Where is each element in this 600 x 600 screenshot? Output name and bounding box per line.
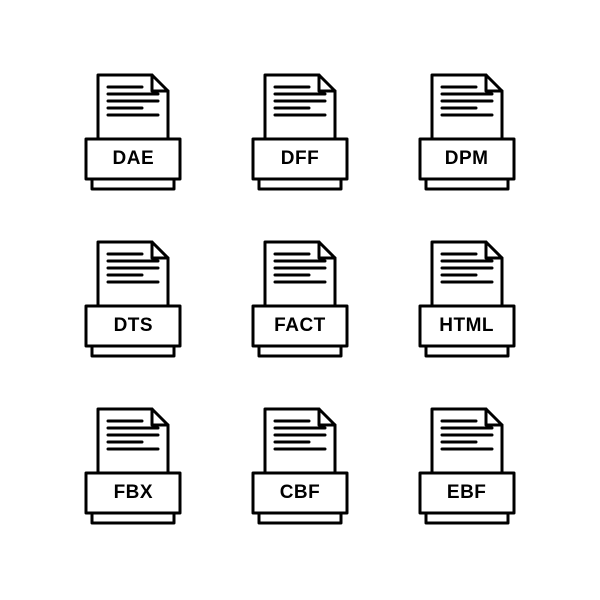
file-icon-cell: DAE: [50, 50, 217, 217]
file-format-icon: FBX: [84, 407, 182, 527]
file-format-icon: HTML: [418, 240, 516, 360]
file-icon-cell: CBF: [217, 383, 384, 550]
file-format-icon: CBF: [251, 407, 349, 527]
file-format-icon: DPM: [418, 73, 516, 193]
file-icon-cell: DPM: [383, 50, 550, 217]
file-icon-cell: EBF: [383, 383, 550, 550]
file-icon-grid: DAE DFF DPM: [0, 0, 600, 600]
file-icon-cell: HTML: [383, 217, 550, 384]
file-format-icon: FACT: [251, 240, 349, 360]
file-format-icon: DTS: [84, 240, 182, 360]
file-format-icon: EBF: [418, 407, 516, 527]
file-format-icon: DFF: [251, 73, 349, 193]
file-icon-cell: FBX: [50, 383, 217, 550]
file-format-icon: DAE: [84, 73, 182, 193]
file-icon-cell: FACT: [217, 217, 384, 384]
file-icon-cell: DTS: [50, 217, 217, 384]
file-icon-cell: DFF: [217, 50, 384, 217]
